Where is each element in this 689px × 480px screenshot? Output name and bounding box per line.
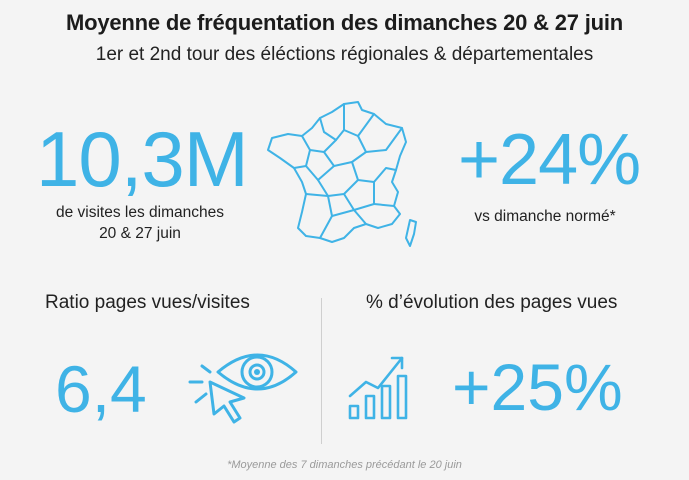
growth-chart-icon — [348, 356, 408, 420]
page-subtitle: 1er et 2nd tour des éléctions régionales… — [95, 44, 594, 65]
growth-value: +24% — [458, 120, 641, 200]
pageviews-evolution-value: +25% — [452, 350, 623, 424]
growth-label: vs dimanche normé* — [474, 208, 616, 225]
page-title: Moyenne de fréquentation des dimanches 2… — [65, 10, 624, 35]
eye-click-icon — [188, 353, 298, 424]
visits-value: 10,3M — [36, 115, 249, 203]
footnote: *Moyenne des 7 dimanches précédant le 20… — [227, 459, 462, 471]
visits-label: de visites les dimanches 20 & 27 juin — [30, 202, 250, 244]
visits-label-line2: 20 & 27 juin — [99, 225, 181, 242]
visits-label-line1: de visites les dimanches — [56, 204, 224, 221]
evolution-title: % d’évolution des pages vues — [366, 292, 618, 313]
ratio-value: 6,4 — [55, 352, 147, 426]
ratio-title: Ratio pages vues/visites — [45, 292, 250, 313]
france-regions-map-icon — [267, 101, 417, 247]
section-divider — [321, 298, 322, 444]
